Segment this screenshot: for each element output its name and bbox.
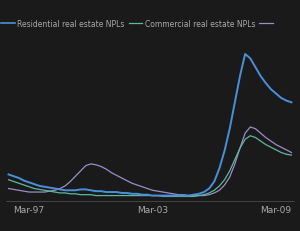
Legend: Residential real estate NPLs, Commercial real estate NPLs,  : Residential real estate NPLs, Commercial…: [0, 17, 280, 32]
